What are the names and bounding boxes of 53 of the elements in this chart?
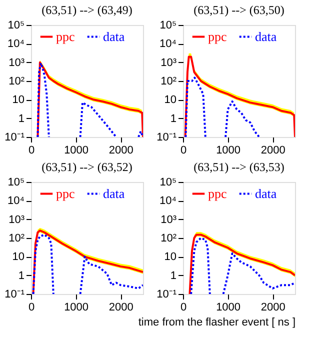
- legend-label: ppc: [56, 186, 75, 201]
- x-tick-label: 0: [28, 144, 35, 156]
- y-tick-label: 10²: [8, 76, 25, 88]
- x-tick-label: 0: [28, 302, 35, 314]
- legend-label: data: [103, 186, 125, 201]
- y-tick-label: 10³: [8, 214, 25, 226]
- y-tick-label: 10²: [160, 76, 177, 88]
- y-tick-label: 10: [12, 251, 24, 264]
- y-tick-label: 10⁵: [160, 20, 176, 32]
- y-tick-label: 10³: [160, 214, 177, 226]
- x-tick-label: 2000: [260, 302, 286, 314]
- y-tick-label: 10⁻¹: [156, 288, 177, 300]
- y-tick-label: 10³: [8, 56, 25, 69]
- y-tick-label: 10⁵: [8, 176, 24, 188]
- x-tick-label: 1000: [64, 302, 89, 314]
- y-tick-label: 10²: [8, 232, 25, 244]
- legend-label: data: [255, 186, 277, 201]
- y-tick-label: 10⁴: [8, 38, 25, 50]
- x-axis-title: time from the flasher event [ ns ]: [138, 316, 296, 328]
- y-tick-label: 10⁴: [160, 195, 177, 208]
- x-tick-label: 0: [180, 302, 187, 314]
- y-tick-label: 10⁻¹: [156, 132, 177, 144]
- x-tick-label: 1000: [216, 302, 241, 314]
- y-tick-label: 10⁴: [8, 195, 25, 208]
- legend-label: ppc: [208, 186, 227, 201]
- y-tick-label: 10: [164, 251, 176, 264]
- y-tick-label: 10²: [160, 232, 177, 244]
- y-tick-label: 1: [170, 270, 176, 282]
- legend-label: data: [255, 28, 277, 44]
- x-tick-label: 1000: [64, 144, 89, 156]
- chart-title: (63,51) --> (63,50): [194, 3, 284, 17]
- x-tick-label: 0: [180, 144, 187, 156]
- y-tick-label: 10⁵: [160, 176, 176, 188]
- y-tick-label: 10⁻¹: [4, 288, 25, 300]
- y-tick-label: 10⁻¹: [4, 132, 25, 144]
- chart-title: (63,51) --> (63,49): [42, 3, 132, 17]
- y-tick-label: 10: [164, 94, 176, 106]
- x-tick-label: 2000: [260, 144, 286, 156]
- chart-title: (63,51) --> (63,53): [194, 160, 284, 174]
- legend-label: ppc: [208, 28, 227, 44]
- x-tick-label: 2000: [108, 144, 134, 156]
- legend-label: data: [103, 28, 125, 44]
- y-tick-label: 1: [170, 112, 176, 125]
- y-tick-label: 1: [18, 112, 24, 125]
- y-tick-label: 10: [12, 94, 24, 106]
- chart-title: (63,51) --> (63,52): [42, 160, 132, 174]
- legend-label: ppc: [56, 28, 75, 44]
- x-tick-label: 2000: [108, 302, 134, 314]
- y-tick-label: 10⁴: [160, 38, 177, 50]
- y-tick-label: 1: [18, 270, 24, 282]
- y-tick-label: 10⁵: [8, 20, 24, 32]
- y-tick-label: 10³: [160, 56, 177, 69]
- x-tick-label: 1000: [216, 144, 241, 156]
